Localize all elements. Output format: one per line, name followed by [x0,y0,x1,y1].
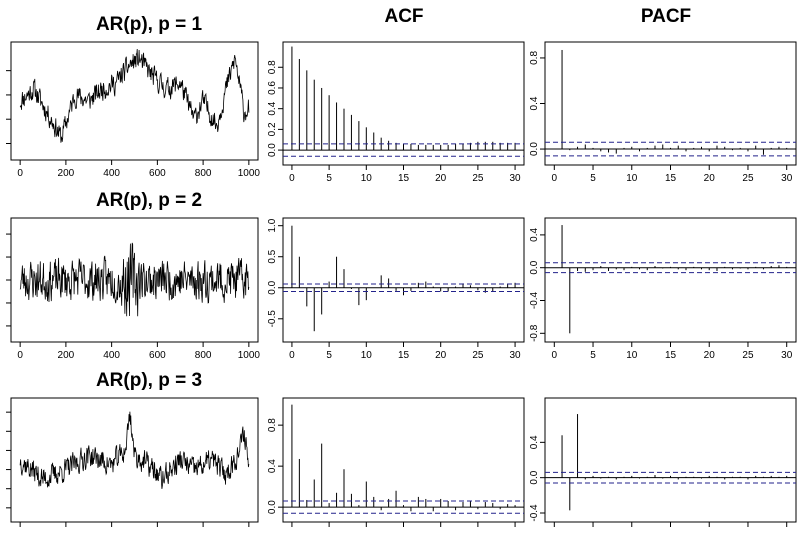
panel-pacf2: 0 5 10 15 20 25 30 -0.8 -0.4 0.0 0.4 [529,217,797,361]
y-tick-label-pacf2: 0.0 [529,260,540,274]
y-tick-label-acf1: 0.8 [267,60,278,74]
y-tick-label-acf1: 0.0 [267,143,278,157]
x-tick-label-pacf2: 15 [665,350,677,361]
y-tick-label-acf2: 0.5 [267,249,278,263]
y-tick-label-pacf1: 0.0 [529,142,540,156]
y-tick-label-acf1: 0.4 [267,101,278,115]
x-tick-label-acf1: 25 [472,173,484,184]
x-tick-label-ts1: 800 [195,168,212,179]
panel-pacf3: -0.4 0.0 0.4 [529,397,797,527]
x-tick-label-ts2: 800 [195,350,212,361]
panel-pacf1: 0 5 10 15 20 25 30 0.0 0.4 0.8 [529,41,797,184]
x-tick-label-ts2: 1000 [238,350,261,361]
x-tick-label-pacf2: 10 [626,350,638,361]
y-tick-label-acf3: 0.8 [267,418,278,432]
x-tick-label-pacf2: 20 [704,350,716,361]
title-pacf: PACF [641,6,691,27]
x-tick-label-acf1: 0 [289,173,295,184]
y-tick-label-pacf2: -0.8 [529,324,540,342]
x-tick-label-pacf2: 30 [781,350,793,361]
panel-acf1: 0 5 10 15 20 25 30 0.0 0.2 0.4 0.6 0.8 [267,41,525,184]
y-tick-label-acf3: 0.4 [267,459,278,473]
title-ts1: AR(p), p = 1 [96,14,203,35]
x-tick-label-ts2: 400 [103,350,120,361]
series-line-ts1 [19,48,250,143]
x-tick-label-pacf2: 0 [552,350,558,361]
x-tick-label-ts1: 600 [149,168,166,179]
panel-ts2: 0 200 400 600 800 1000 [6,217,261,361]
x-tick-label-acf2: 5 [326,350,332,361]
x-tick-label-acf1: 20 [435,173,447,184]
title-ts2: AR(p), p = 2 [96,190,202,211]
y-tick-label-acf3: 0.0 [267,500,278,514]
y-tick-label-pacf3: 0.4 [529,435,540,449]
y-tick-label-pacf1: 0.8 [529,51,540,65]
x-tick-label-pacf1: 20 [704,173,716,184]
y-tick-label-acf1: 0.6 [267,81,278,95]
x-tick-label-ts1: 0 [17,168,23,179]
series-line-ts3 [19,411,250,489]
panel-acf2: 0 5 10 15 20 25 30 -0.5 0.0 0.5 1.0 [267,217,525,361]
x-tick-label-acf1: 10 [361,173,373,184]
y-tick-label-pacf3: 0.0 [529,470,540,484]
x-tick-label-ts2: 600 [149,350,166,361]
x-tick-label-acf1: 30 [510,173,522,184]
y-tick-label-acf2: -0.5 [267,310,278,328]
x-tick-label-acf1: 15 [398,173,410,184]
x-tick-label-pacf2: 25 [742,350,754,361]
x-tick-label-acf2: 25 [472,350,484,361]
x-tick-label-pacf1: 15 [665,173,677,184]
x-tick-label-acf2: 30 [510,350,522,361]
x-tick-label-ts1: 400 [103,168,120,179]
x-tick-label-ts1: 200 [58,168,75,179]
x-tick-label-pacf1: 5 [590,173,596,184]
y-tick-label-acf2: 0.0 [267,280,278,294]
panels: 0 200 400 600 800 1000 0 5 10 15 20 25 300.00.20.40.… [6,41,797,527]
title-acf: ACF [384,6,423,27]
panel-ts3 [6,397,259,527]
series-line-ts2 [19,242,250,317]
x-tick-label-acf2: 10 [361,350,373,361]
x-tick-label-acf1: 5 [326,173,332,184]
x-tick-label-pacf1: 25 [742,173,754,184]
x-tick-label-acf2: 20 [435,350,447,361]
title-ts3: AR(p), p = 3 [96,370,202,391]
x-tick-label-ts2: 0 [17,350,23,361]
x-tick-label-acf2: 15 [398,350,410,361]
y-tick-label-acf2: 1.0 [267,218,278,232]
x-tick-label-ts1: 1000 [238,168,261,179]
y-tick-label-pacf1: 0.4 [529,96,540,110]
x-tick-label-pacf1: 30 [781,173,793,184]
y-tick-label-acf1: 0.2 [267,122,278,136]
x-tick-label-pacf1: 10 [626,173,638,184]
panel-ts1: 0 200 400 600 800 1000 [6,41,261,179]
y-tick-label-pacf2: 0.4 [529,228,540,242]
x-tick-label-pacf2: 5 [590,350,596,361]
plot-frame-ts1 [10,41,259,161]
y-tick-label-pacf2: -0.4 [529,291,540,309]
x-tick-label-acf2: 0 [289,350,295,361]
x-tick-label-ts2: 200 [58,350,75,361]
panel-acf3: 0.0 0.4 0.8 [267,397,525,527]
y-tick-label-pacf3: -0.4 [529,504,540,522]
plot-frame-ts3 [10,397,259,523]
x-tick-label-pacf1: 0 [552,173,558,184]
